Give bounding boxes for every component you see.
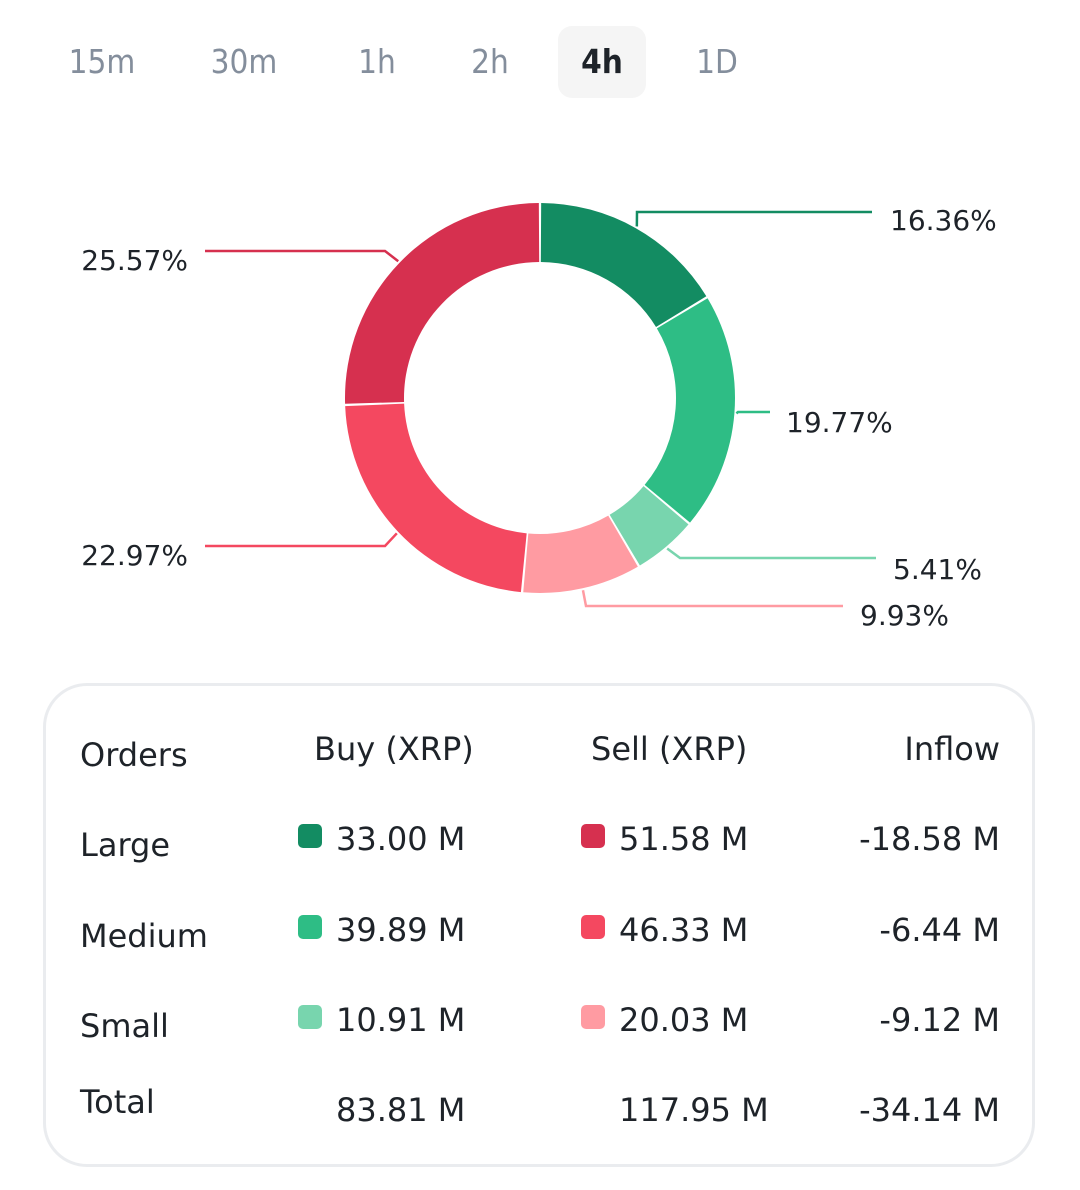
inflow-value: -9.12 M bbox=[879, 1001, 1000, 1039]
sell-value: 20.03 M bbox=[581, 1001, 748, 1039]
order-summary-card: Orders Buy (XRP) Sell (XRP) Inflow Large… bbox=[43, 683, 1035, 1167]
sell-medium-swatch bbox=[581, 915, 605, 939]
timeframe-tabs: 15m 30m 1h 2h 4h 1D bbox=[48, 26, 788, 98]
inflow-total: -34.14 M bbox=[859, 1091, 1000, 1129]
tab-2h[interactable]: 2h bbox=[471, 42, 509, 81]
buy-value: 10.91 M bbox=[298, 1001, 465, 1039]
buy-total: 83.81 M bbox=[298, 1091, 465, 1129]
leader-line bbox=[666, 547, 876, 560]
leader-line bbox=[735, 410, 770, 415]
buy-value-text: 33.00 M bbox=[336, 820, 466, 858]
buy-total-text: 83.81 M bbox=[336, 1091, 466, 1129]
slice-percent-label: 19.77% bbox=[786, 406, 893, 439]
buy-value: 39.89 M bbox=[298, 911, 465, 949]
row-label: Small bbox=[80, 1007, 169, 1045]
leader-line bbox=[205, 532, 398, 548]
tab-1h[interactable]: 1h bbox=[358, 42, 396, 81]
tab-30m[interactable]: 30m bbox=[210, 42, 278, 81]
inflow-value: -6.44 M bbox=[879, 911, 1000, 949]
donut-slice-medium-buy[interactable] bbox=[644, 298, 735, 523]
buy-medium-swatch bbox=[298, 915, 322, 939]
inflow-value: -18.58 M bbox=[859, 820, 1000, 858]
slice-percent-label: 25.57% bbox=[81, 244, 188, 277]
buy-value: 33.00 M bbox=[298, 820, 465, 858]
donut-chart: 16.36% 19.77% 5.41% 9.93% 22.97% 25.57% bbox=[81, 203, 997, 632]
sell-value: 51.58 M bbox=[581, 820, 748, 858]
donut-slice-large-buy[interactable] bbox=[540, 203, 707, 328]
row-label: Total bbox=[80, 1083, 155, 1121]
slice-percent-label: 16.36% bbox=[890, 204, 997, 237]
header-inflow: Inflow bbox=[904, 730, 1000, 768]
sell-small-swatch bbox=[581, 1005, 605, 1029]
donut-slice-large-sell[interactable] bbox=[345, 203, 540, 404]
tab-15m[interactable]: 15m bbox=[68, 42, 136, 81]
sell-total-text: 117.95 M bbox=[619, 1091, 769, 1129]
sell-value-text: 46.33 M bbox=[619, 911, 749, 949]
tab-4h[interactable]: 4h bbox=[558, 26, 646, 98]
donut-slice-small-sell[interactable] bbox=[523, 515, 638, 593]
header-sell: Sell (XRP) bbox=[591, 730, 748, 768]
leader-line bbox=[635, 210, 872, 227]
sell-total: 117.95 M bbox=[581, 1091, 769, 1129]
leader-line bbox=[205, 249, 400, 263]
sell-value-text: 20.03 M bbox=[619, 1001, 749, 1039]
sell-value-text: 51.58 M bbox=[619, 820, 749, 858]
slice-percent-label: 5.41% bbox=[893, 553, 982, 586]
slice-percent-label: 9.93% bbox=[860, 599, 949, 632]
tab-1d[interactable]: 1D bbox=[696, 42, 738, 81]
leader-line bbox=[581, 590, 843, 608]
header-buy: Buy (XRP) bbox=[314, 730, 474, 768]
buy-value-text: 10.91 M bbox=[336, 1001, 466, 1039]
buy-large-swatch bbox=[298, 824, 322, 848]
sell-large-swatch bbox=[581, 824, 605, 848]
buy-value-text: 39.89 M bbox=[336, 911, 466, 949]
row-label: Medium bbox=[80, 917, 208, 955]
row-label: Large bbox=[80, 826, 171, 864]
donut-slice-small-buy[interactable] bbox=[609, 486, 689, 566]
header-orders: Orders bbox=[80, 736, 188, 774]
slice-percent-label: 22.97% bbox=[81, 539, 188, 572]
donut-slice-medium-sell[interactable] bbox=[345, 403, 527, 593]
buy-small-swatch bbox=[298, 1005, 322, 1029]
sell-value: 46.33 M bbox=[581, 911, 748, 949]
